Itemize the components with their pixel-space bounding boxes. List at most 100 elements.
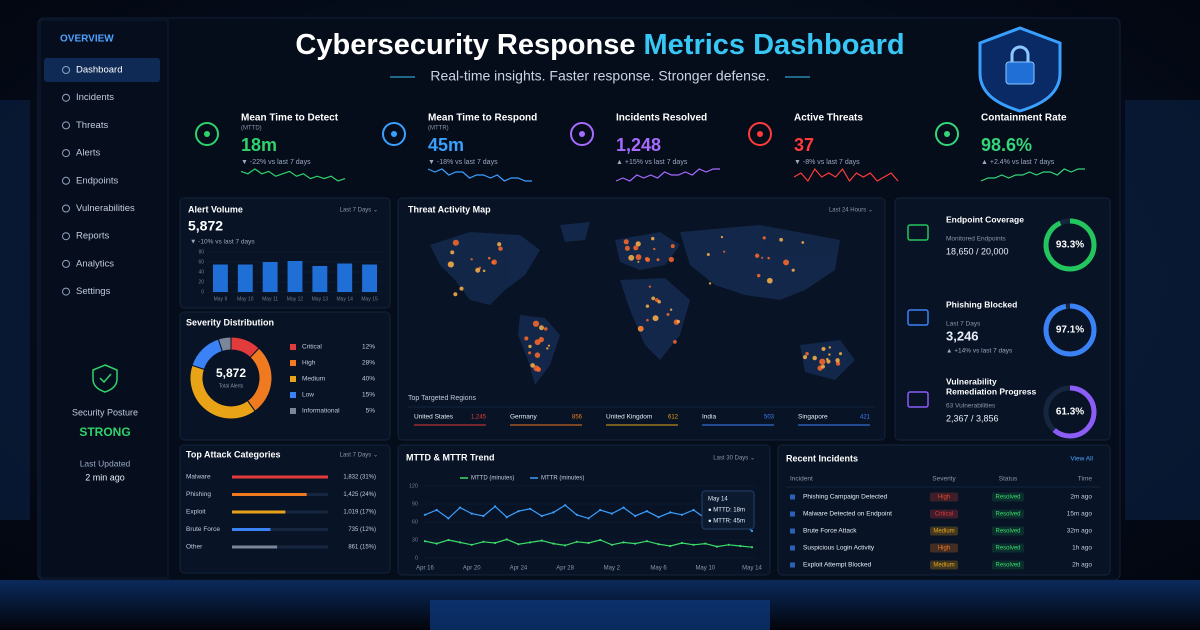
nav-item[interactable]: Incidents (76, 92, 114, 103)
status-badge (992, 509, 1024, 519)
bar-value: 1,019 (17%) (343, 510, 376, 516)
nav-item[interactable]: Threats (76, 120, 108, 131)
nav-item[interactable]: Dashboard (76, 65, 122, 76)
incident-name[interactable]: Malware Detected on Endpoint (803, 511, 892, 518)
status-badge (992, 560, 1024, 570)
updated-label: Last Updated (80, 458, 131, 468)
severity-text: Medium (933, 563, 954, 569)
hotspot (635, 241, 641, 247)
incident-name[interactable]: Exploit Attempt Blocked (803, 562, 872, 569)
continent (430, 232, 540, 305)
legend-label: Critical (302, 344, 322, 351)
period-select[interactable]: Last 7 Days ⌄ (340, 208, 378, 214)
trend-dot (458, 541, 462, 544)
panel (777, 444, 1111, 576)
severity-badge (930, 560, 958, 570)
trend-dot (575, 540, 578, 543)
period-select[interactable]: Last 7 Days ⌄ (340, 453, 378, 459)
x-tick-label: Apr 28 (556, 566, 574, 572)
hotspot (779, 237, 784, 242)
period-select[interactable]: Last 30 Days ⌄ (713, 456, 755, 462)
status-badge (992, 543, 1024, 553)
nav-item[interactable]: Alerts (76, 148, 101, 159)
ring-value: 61.3% (1056, 407, 1084, 418)
nav-item[interactable]: Vulnerabilities (76, 203, 135, 214)
row-icon (790, 545, 795, 551)
category-label: Exploit (186, 509, 206, 516)
nav-icon (62, 149, 70, 158)
hotspot (666, 313, 670, 317)
incident-name[interactable]: Brute Force Attack (803, 528, 857, 535)
trend-dot (669, 511, 672, 514)
panel (179, 197, 391, 309)
hotspot (669, 308, 673, 311)
hotspot (761, 256, 764, 259)
incident-name[interactable]: Suspicious Login Activity (803, 545, 875, 552)
sidebar-section: OVERVIEW (60, 34, 114, 45)
hotspot (624, 245, 630, 251)
panel (179, 311, 391, 441)
row-icon (790, 511, 795, 517)
trend-dot (529, 507, 532, 510)
incident-time: 1h ago (1072, 545, 1092, 552)
lock-icon (1005, 61, 1035, 85)
ring-title: Vulnerability (946, 376, 997, 386)
legend-value: 15% (362, 392, 375, 399)
hotspot (528, 344, 532, 349)
hotspot (801, 241, 805, 244)
kpi-icon (570, 122, 594, 146)
hotspot (673, 340, 677, 344)
y-tick-label: 0 (415, 555, 418, 561)
trend-dot (750, 546, 754, 549)
nav-icon (62, 176, 70, 185)
hotspot (835, 358, 840, 363)
hotspot (767, 256, 770, 260)
nav-item[interactable]: Settings (76, 286, 111, 297)
trend-dot (657, 516, 660, 519)
nav-item[interactable]: Analytics (76, 258, 114, 269)
trend-dot (715, 545, 719, 548)
hotspot (756, 273, 761, 278)
bar-value: 861 (15%) (348, 545, 376, 551)
hotspot (530, 363, 535, 368)
nav-icon (62, 66, 70, 74)
hotspot (475, 267, 481, 273)
metric-value: 5,872 (188, 218, 223, 234)
legend-value: 12% (362, 344, 375, 351)
legend-swatch (290, 408, 296, 414)
severity-text: Critical (935, 512, 953, 518)
ring (1043, 385, 1097, 439)
tooltip-text: ● MTTD: 18m (708, 508, 745, 514)
trend-dot (552, 511, 555, 514)
kpi-icon-dot (579, 131, 585, 137)
trend-dot (692, 508, 695, 512)
hotspot (648, 285, 652, 288)
trend-dot (634, 542, 637, 545)
x-tick-label: May 12 (287, 296, 304, 302)
legend-label: Low (302, 392, 314, 399)
trend-dot (645, 540, 648, 543)
panel-title: Top Attack Categories (186, 449, 281, 459)
bar (362, 264, 378, 292)
hotspot (653, 247, 656, 251)
status-badge (992, 526, 1024, 536)
nav-icon (62, 204, 70, 213)
trend-dot (599, 508, 602, 512)
bar (237, 264, 253, 292)
title-part: Cybersecurity Response (295, 29, 635, 61)
sparkline (240, 168, 346, 182)
view-all-link[interactable]: View All (1070, 456, 1093, 463)
hotspot (524, 336, 529, 341)
hotspot (828, 346, 831, 349)
nav-active (44, 58, 160, 82)
sparkline (427, 168, 532, 182)
nav-item[interactable]: Reports (76, 231, 110, 242)
nav-item[interactable]: Endpoints (76, 175, 119, 186)
period-select[interactable]: Last 24 Hours ⌄ (829, 208, 873, 214)
trend-dot (470, 543, 473, 546)
trend-dot (505, 538, 508, 541)
trend-dot (657, 543, 660, 546)
x-tick-label: Apr 20 (463, 566, 481, 572)
incident-name[interactable]: Phishing Campaign Detected (803, 494, 888, 501)
